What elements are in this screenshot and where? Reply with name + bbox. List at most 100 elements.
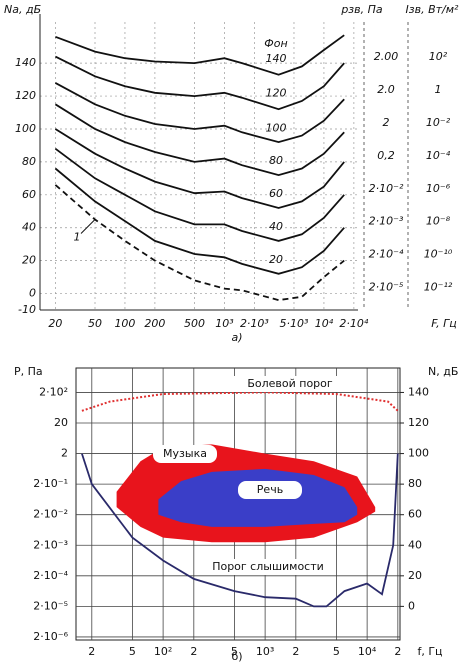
curve-label: 60: [269, 187, 283, 200]
x-tick-label: 500: [184, 317, 205, 330]
intensity-label: 10⁻²: [426, 116, 451, 129]
curve-label-box: [226, 376, 354, 392]
region-label-box: [238, 481, 302, 499]
x-tick-label: 2: [394, 645, 401, 658]
y2-tick-label: 20: [408, 569, 422, 582]
legend-title: Фон: [264, 37, 287, 50]
curve-label-box: [204, 559, 332, 575]
x-tick-label: 2: [88, 645, 95, 658]
caption: а): [231, 331, 242, 344]
y-tick-label: 40: [22, 221, 36, 234]
y-tick-label: -10: [18, 303, 36, 316]
x-tick-label: 5: [231, 645, 238, 658]
x-tick-label: 5: [129, 645, 136, 658]
curve-label: Порог слышимости: [212, 560, 324, 573]
x-tick-label: 2·10³: [240, 317, 269, 330]
threshold-curve: [81, 391, 399, 412]
x-tick-label: 10³: [256, 645, 274, 658]
region-label: Музыка: [163, 447, 207, 460]
x-axis-title: f, Гц: [417, 645, 442, 658]
y2-tick-label: 60: [408, 508, 422, 521]
y-tick-label: 140: [15, 56, 36, 69]
pressure-label: 2.00: [374, 50, 399, 63]
curve: [54, 184, 345, 302]
intensity-label: 10²: [429, 50, 448, 63]
leader: [80, 219, 96, 234]
curve-label: 40: [269, 220, 283, 233]
x-tick-label: 5·10³: [280, 317, 309, 330]
curve-label: 80: [269, 154, 283, 167]
pressure-label: 2.0: [377, 83, 395, 96]
intensity-label: 1: [435, 83, 442, 96]
intensity-header: Iзв, Вт/м²: [406, 3, 460, 16]
y-axis-title: P, Па: [14, 365, 43, 378]
curve: [55, 34, 345, 76]
y2-tick-label: 0: [408, 599, 415, 612]
chart-b: 2·10²2022·10⁻¹2·10⁻²2·10⁻³2·10⁻⁴2·10⁻⁵2·…: [14, 365, 458, 663]
y-tick-label: 120: [15, 89, 36, 102]
pressure-label: 2·10⁻²: [369, 182, 404, 195]
pressure-label: 2·10⁻⁴: [369, 248, 404, 261]
y2-tick-label: 140: [408, 385, 429, 398]
y-tick-label: 2: [61, 447, 68, 460]
intensity-label: 10⁻⁶: [426, 182, 451, 195]
curve-label: 120: [265, 87, 286, 100]
intensity-label: 10⁻⁸: [426, 215, 451, 228]
x-tick-label: 2: [292, 645, 299, 658]
y-axis-title: Nа, дБ: [4, 3, 41, 16]
y2-tick-label: 100: [408, 447, 429, 460]
curve: [54, 128, 345, 209]
x-tick-label: 10⁴: [358, 645, 377, 658]
y2-axis-title: N, дБ: [428, 365, 458, 378]
intensity-label: 10⁻¹⁰: [424, 248, 453, 261]
x-tick-label: 100: [114, 317, 135, 330]
intensity-label: 10⁻⁴: [426, 149, 451, 162]
y-tick-label: 2·10⁻²: [33, 508, 68, 521]
x-tick-label: 200: [144, 317, 165, 330]
y-tick-label: 2·10⁻⁵: [33, 599, 68, 612]
threshold-curve: [81, 453, 399, 608]
region-label-box: [153, 445, 217, 463]
y2-tick-label: 40: [408, 538, 422, 551]
intensity-label: 10⁻¹²: [424, 281, 453, 294]
x-tick-label: 10⁴: [315, 317, 334, 330]
curve: [54, 167, 345, 275]
y2-tick-label: 120: [408, 416, 429, 429]
curve-label: 1: [74, 230, 81, 243]
curve-label: 100: [265, 121, 286, 134]
y-tick-label: 2·10²: [39, 385, 68, 398]
curve: [54, 82, 345, 144]
curve: [54, 55, 345, 111]
x-axis-title: F, Гц: [431, 317, 457, 330]
x-tick-label: 20: [48, 317, 62, 330]
curve-label: Болевой порог: [247, 377, 333, 390]
curve-label: 20: [269, 253, 283, 266]
y-tick-label: 0: [29, 287, 36, 300]
y-tick-label: 60: [22, 188, 36, 201]
y-tick-label: 2·10⁻⁴: [33, 569, 68, 582]
curve: [54, 103, 345, 177]
y-tick-label: 2·10⁻⁶: [33, 630, 68, 643]
pressure-header: pзв, Па: [340, 3, 383, 16]
y2-tick-label: 80: [408, 477, 422, 490]
caption: б): [231, 650, 242, 663]
pressure-label: 2·10⁻³: [369, 215, 404, 228]
pressure-label: 2·10⁻⁵: [369, 281, 404, 294]
pressure-label: 2: [383, 116, 390, 129]
curve-label: 140: [265, 52, 286, 65]
curve: [54, 147, 345, 242]
x-tick-label: 2: [190, 645, 197, 658]
y-tick-label: 80: [22, 155, 36, 168]
x-tick-label: 10²: [154, 645, 172, 658]
x-tick-label: 5: [333, 645, 340, 658]
x-tick-label: 2·10⁴: [339, 317, 368, 330]
y-tick-label: 20: [54, 416, 68, 429]
y-tick-label: 2·10⁻³: [33, 538, 68, 551]
x-tick-label: 10³: [215, 317, 234, 330]
y-tick-label: 100: [15, 122, 36, 135]
y-tick-label: 20: [22, 254, 36, 267]
pressure-label: 0,2: [377, 149, 395, 162]
region-label: Речь: [257, 483, 283, 496]
